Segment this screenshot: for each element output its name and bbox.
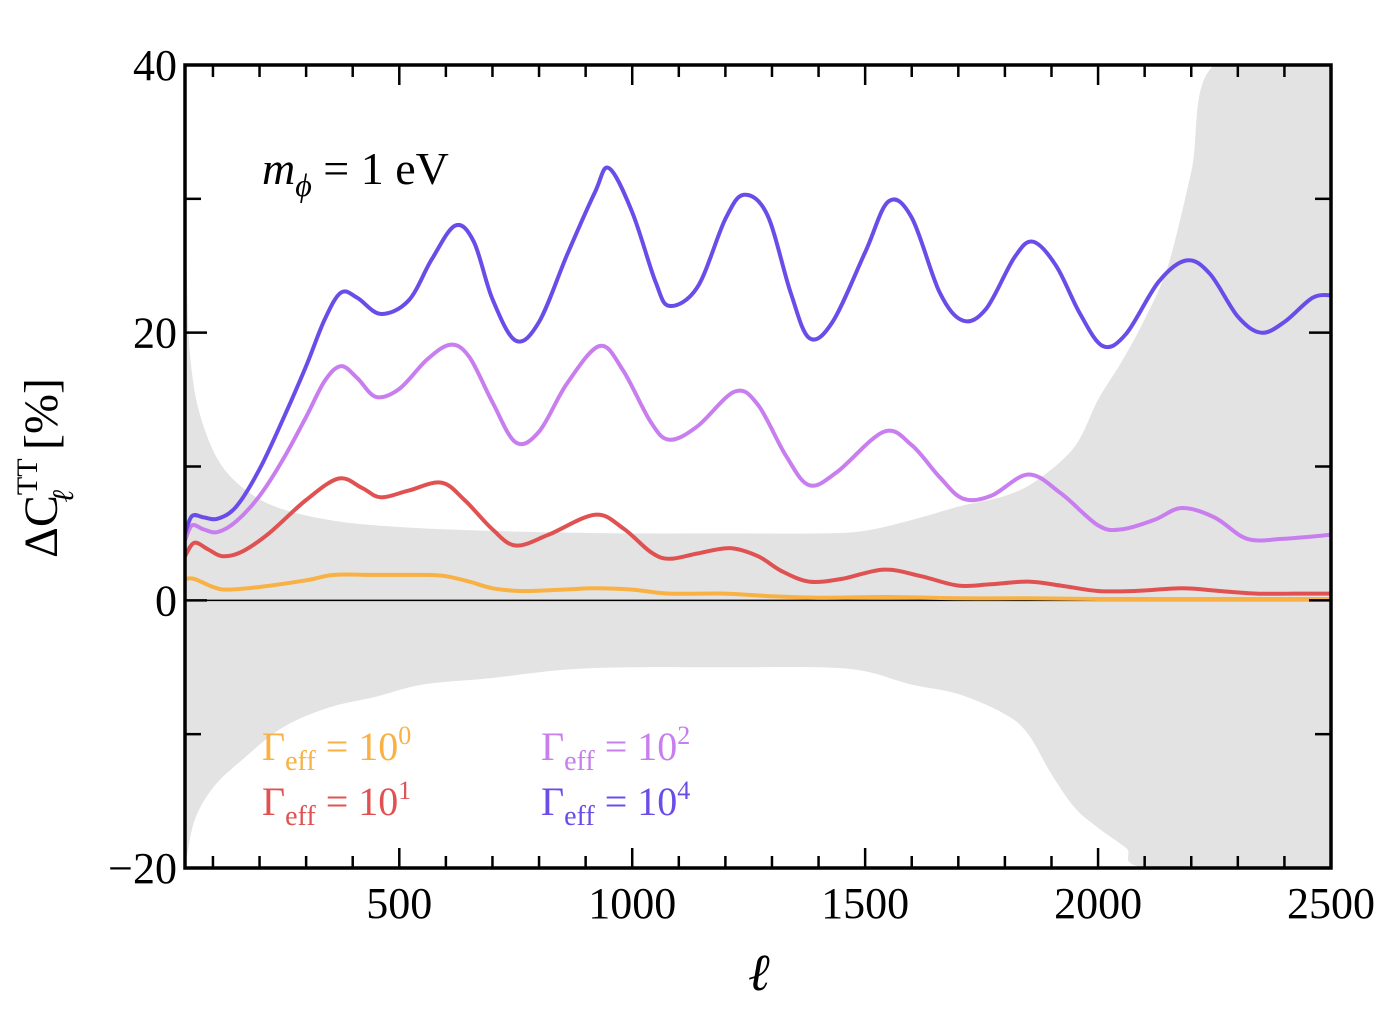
legend-entry-0: Γeff = 100 <box>262 721 411 777</box>
series-line-2 <box>185 342 1331 543</box>
legend-3-exp: 4 <box>677 776 690 805</box>
legend-entry-2: Γeff = 102 <box>541 721 690 777</box>
y-tick-label: 20 <box>133 309 177 358</box>
legend-0-eq: = 10 <box>316 724 399 769</box>
series-line-3 <box>185 165 1331 536</box>
legend: Γeff = 100 Γeff = 101 Γeff = 102 Γeff = … <box>262 721 690 832</box>
series-line-1 <box>185 476 1331 596</box>
legend-1-base: Γ <box>262 779 285 824</box>
series-line-0 <box>185 572 1331 602</box>
x-tick-label: 500 <box>366 879 432 928</box>
legend-1-sub: eff <box>285 801 316 832</box>
legend-2-base: Γ <box>541 724 564 769</box>
legend-2-sub: eff <box>564 746 595 777</box>
legend-entry-1: Γeff = 101 <box>262 776 411 832</box>
x-tick-label: 2000 <box>1054 879 1142 928</box>
mass-subscript: ϕ <box>295 167 312 203</box>
legend-2-eq: = 10 <box>595 724 678 769</box>
legend-3-eq: = 10 <box>595 779 678 824</box>
y-tick-label: 0 <box>155 576 177 625</box>
x-tick-label: 1500 <box>821 879 909 928</box>
band-clear-upper <box>185 65 1331 534</box>
legend-0-exp: 0 <box>398 721 411 750</box>
y-axis-unit: [%] <box>15 378 68 450</box>
x-axis-title: ℓ <box>749 945 771 1002</box>
legend-0-sub: eff <box>285 746 316 777</box>
y-tick-label: 40 <box>133 41 177 90</box>
legend-1-exp: 1 <box>398 776 411 805</box>
y-axis-title: ΔCTTℓ [%] <box>11 378 80 558</box>
legend-3-sub: eff <box>564 801 595 832</box>
legend-entry-3: Γeff = 104 <box>541 776 690 832</box>
mass-annotation: mϕ = 1 eV <box>262 143 449 203</box>
y-axis-subscript: ℓ <box>47 489 80 502</box>
x-tick-label: 2500 <box>1287 879 1375 928</box>
x-tick-label: 1000 <box>588 879 676 928</box>
legend-0-base: Γ <box>262 724 285 769</box>
mass-symbol: m <box>262 143 295 194</box>
legend-3-base: Γ <box>541 779 564 824</box>
y-tick-label: −20 <box>108 844 177 893</box>
y-axis-prefix: ΔC <box>15 495 68 558</box>
mass-value: = 1 eV <box>312 143 449 194</box>
band-clear-lower <box>185 666 1331 868</box>
legend-2-exp: 2 <box>677 721 690 750</box>
y-axis-superscript: TT <box>11 458 44 495</box>
legend-1-eq: = 10 <box>316 779 399 824</box>
